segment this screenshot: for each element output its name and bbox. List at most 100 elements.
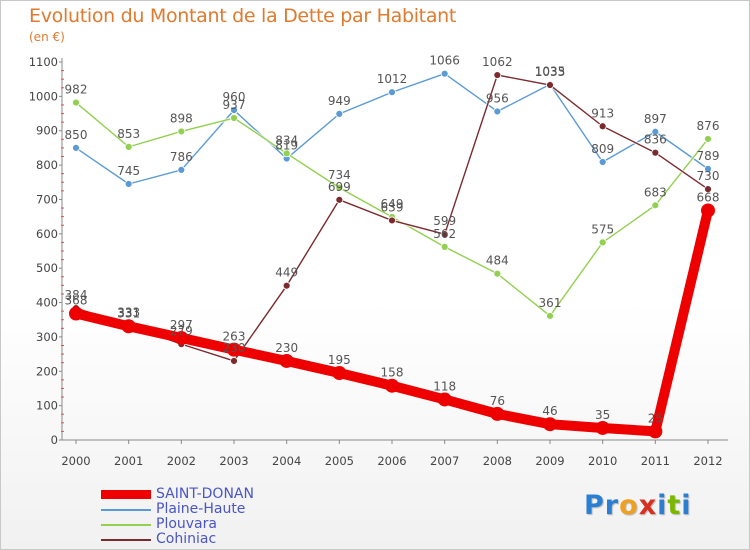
data-label: 575: [591, 222, 614, 236]
x-tick-label: 2009: [535, 454, 564, 468]
data-point: [490, 406, 505, 421]
logo-letter: r: [604, 490, 620, 521]
x-tick-label: 2010: [588, 454, 617, 468]
data-point: [651, 127, 660, 136]
data-label: 639: [381, 200, 404, 214]
series-plaine-haute: [72, 69, 712, 188]
data-point: [332, 365, 347, 380]
series-layer: [69, 69, 715, 439]
legend-swatch: [101, 490, 151, 499]
data-label: 118: [433, 379, 456, 393]
data-label: 913: [591, 106, 614, 120]
data-point: [440, 242, 449, 251]
data-point: [282, 149, 291, 158]
data-label: 195: [328, 353, 351, 367]
data-point: [704, 135, 712, 143]
data-point: [282, 281, 291, 290]
data-label: 484: [486, 254, 509, 268]
data-point: [279, 353, 294, 368]
data-label: 562: [433, 227, 456, 241]
data-point: [648, 424, 663, 439]
data-label: 368: [65, 294, 88, 308]
data-point: [335, 183, 344, 192]
data-point: [335, 109, 344, 118]
y-tick-label: 200: [36, 364, 58, 378]
x-tick-label: 2012: [693, 454, 722, 468]
data-label: 789: [697, 149, 720, 163]
x-tick-label: 2008: [483, 454, 512, 468]
data-label: 1035: [535, 64, 566, 78]
data-label: 898: [170, 111, 193, 125]
data-label: 25: [648, 411, 663, 425]
data-label: 982: [65, 83, 88, 97]
data-point: [388, 88, 396, 97]
data-label: 960: [223, 90, 246, 104]
data-label: 649: [381, 197, 404, 211]
x-tick-label: 2011: [641, 454, 670, 468]
y-tick-label: 400: [36, 296, 58, 310]
data-label: 1012: [377, 72, 408, 86]
data-label: 230: [223, 341, 246, 355]
y-tick-label: 0: [51, 433, 58, 447]
data-label: 1066: [429, 54, 460, 68]
legend-label: SAINT-DONAN: [156, 486, 254, 502]
series-cohiniac: [72, 71, 712, 365]
legend-item-plaine-haute: Plaine-Haute: [101, 501, 301, 517]
line-chart: 0 100 200 300 400 500 600 700 800 900 1000 1100 2000…: [29, 54, 728, 468]
data-point: [177, 166, 186, 174]
data-label: 850: [65, 128, 88, 142]
legend-label: Plouvara: [156, 516, 217, 532]
data-label: 1033: [535, 65, 566, 79]
data-point: [124, 180, 133, 188]
y-tick-label: 800: [36, 158, 58, 172]
x-tick-label: 2003: [219, 454, 248, 468]
data-label: 361: [539, 296, 562, 310]
data-label: 599: [433, 214, 456, 228]
data-point: [69, 306, 83, 321]
data-label: 35: [595, 408, 610, 422]
data-label: 836: [644, 133, 667, 147]
data-label: 853: [117, 127, 140, 141]
data-point: [543, 417, 557, 432]
logo-letter: i: [681, 490, 692, 521]
data-point: [704, 164, 712, 173]
x-tick-label: 2004: [272, 454, 301, 468]
data-point: [701, 203, 715, 218]
data-point: [598, 158, 607, 166]
axes: 0 100 200 300 400 500 600 700 800 900 1000 1100 2000…: [29, 55, 728, 468]
x-tick-label: 2007: [430, 454, 459, 468]
data-point: [177, 127, 186, 136]
data-labels-layer: 850 745 786 960 819 949 1012 1066 956 1035 809 897 7…: [65, 54, 720, 426]
data-label: 158: [381, 366, 404, 380]
data-point: [124, 142, 133, 151]
data-label: 449: [275, 266, 298, 280]
data-point: [546, 81, 554, 89]
x-tick-label: 2005: [325, 454, 354, 468]
data-point: [72, 144, 80, 152]
data-point: [493, 269, 502, 278]
data-point: [230, 106, 238, 115]
data-label: 734: [328, 168, 351, 182]
legend-swatch: [101, 539, 151, 541]
data-label: 333: [117, 306, 140, 320]
data-label: 1062: [482, 55, 513, 69]
legend-item-saint-donan: SAINT-DONAN: [101, 486, 301, 502]
data-label: 279: [170, 324, 193, 338]
logo-letter: t: [667, 490, 682, 521]
x-tick-label: 2002: [167, 454, 196, 468]
data-label: 897: [644, 112, 667, 126]
data-point: [493, 107, 502, 116]
data-label: 876: [697, 119, 720, 133]
legend-item-plouvara: Plouvara: [101, 516, 301, 532]
x-tick-label: 2001: [114, 454, 143, 468]
logo-letter: o: [619, 490, 639, 521]
data-label: 730: [697, 169, 720, 183]
data-label: 834: [275, 133, 298, 147]
y-tick-label: 1000: [29, 89, 58, 103]
data-point: [440, 69, 449, 78]
data-point: [227, 342, 241, 357]
y-tick-label: 700: [36, 192, 58, 206]
unit-label: (en €): [29, 30, 65, 44]
data-label: 956: [486, 91, 509, 105]
